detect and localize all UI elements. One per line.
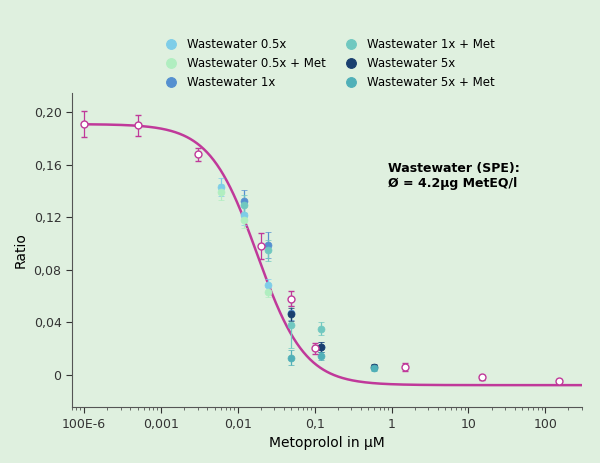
Y-axis label: Ratio: Ratio [14, 232, 28, 268]
Legend: Wastewater 0.5x, Wastewater 0.5x + Met, Wastewater 1x, Wastewater 1x + Met, Wast: Wastewater 0.5x, Wastewater 0.5x + Met, … [157, 36, 497, 91]
Text: Wastewater (SPE):
Ø = 4.2µg MetEQ/l: Wastewater (SPE): Ø = 4.2µg MetEQ/l [388, 162, 520, 190]
X-axis label: Metoprolol in µM: Metoprolol in µM [269, 437, 385, 450]
